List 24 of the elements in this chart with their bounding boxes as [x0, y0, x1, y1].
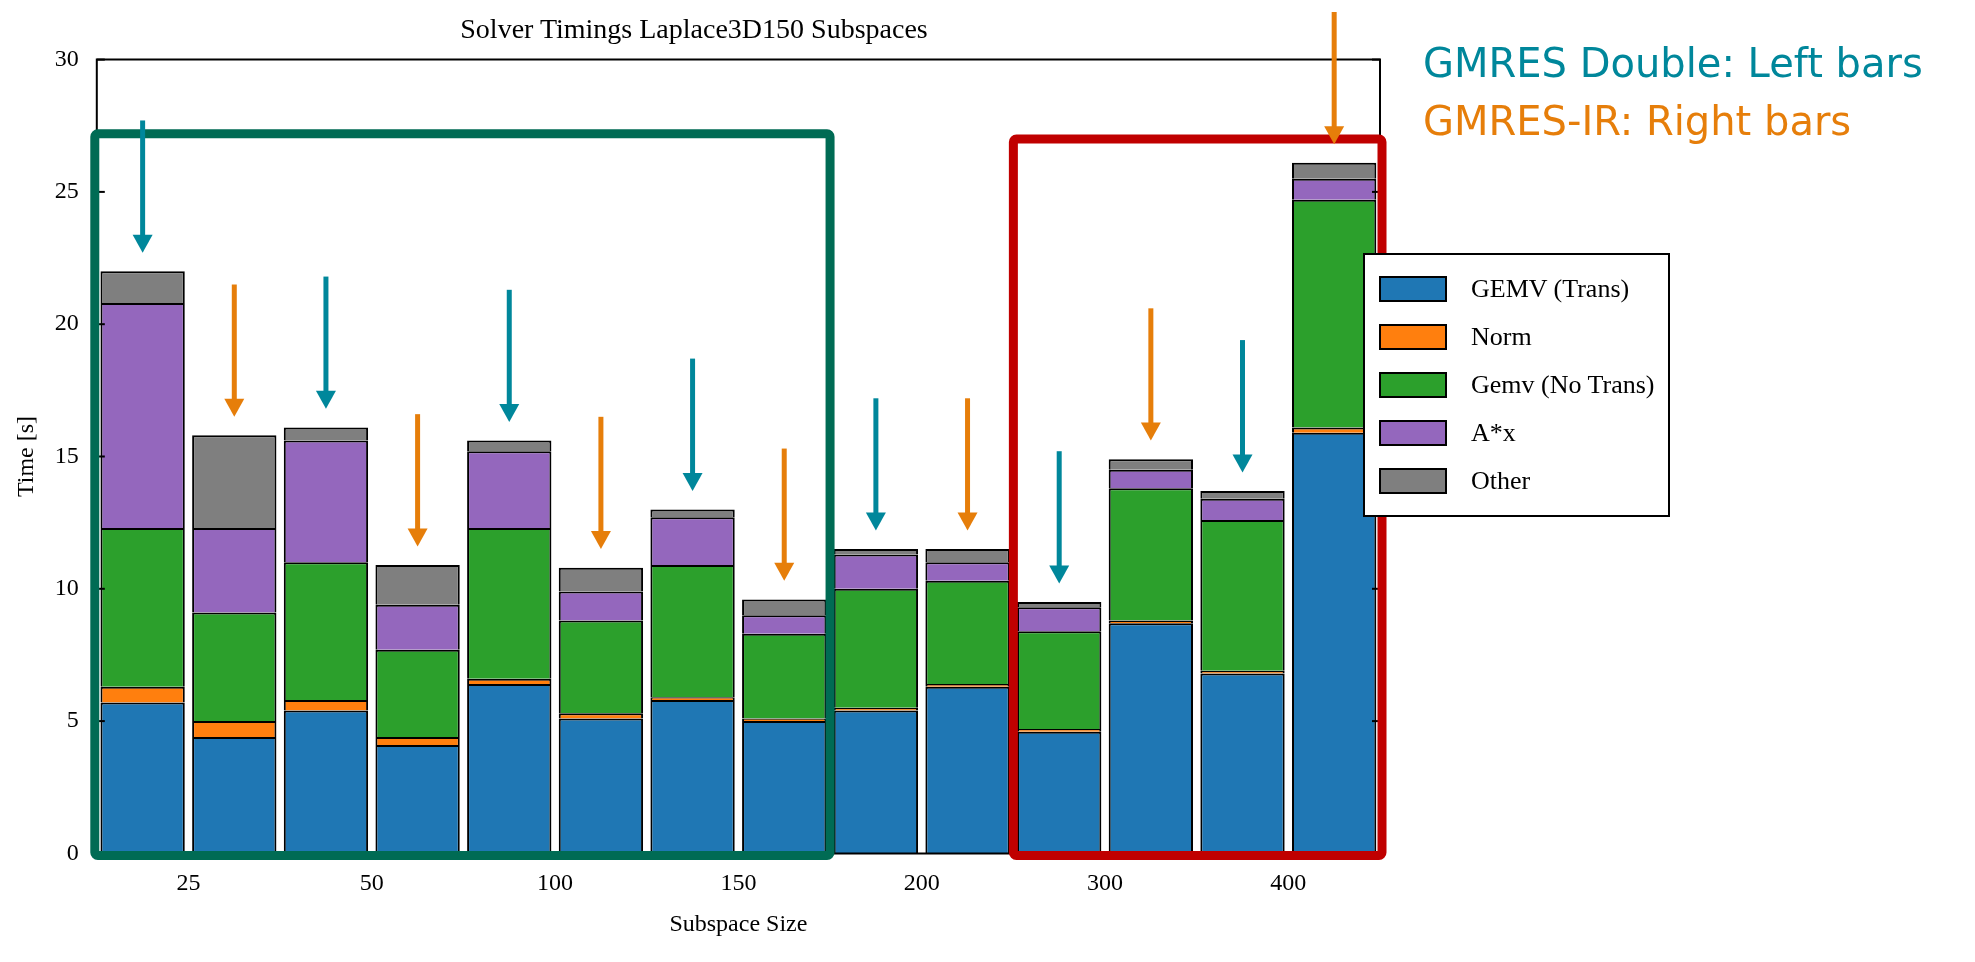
chart-title: Solver Timings Laplace3D150 Subspaces	[460, 13, 928, 45]
text: GMRES-IR: Right bars	[1423, 97, 1853, 146]
y-tick-label: 25	[54, 177, 79, 204]
y-tick-label: 5	[66, 706, 79, 733]
y-axis-title: Time [s]	[11, 415, 38, 498]
y-tick-label: 30	[54, 44, 79, 71]
y-tick-label: 0	[66, 838, 79, 865]
y-tick-label: 10	[54, 574, 79, 601]
legend-label: GEMV (Trans)	[1471, 274, 1630, 304]
legend-label: Other	[1471, 466, 1531, 496]
x-tick-label: 100	[537, 869, 574, 896]
x-tick-label: 25	[176, 869, 201, 896]
y-tick-label: 20	[54, 309, 79, 336]
legend-label: Gemv (No Trans)	[1471, 370, 1655, 400]
x-tick-label: 200	[903, 869, 940, 896]
x-axis-title: Subspace Size	[669, 909, 808, 936]
legend-label: Norm	[1471, 322, 1532, 352]
x-tick-label: 400	[1270, 869, 1307, 896]
text: GMRES Double: Left bars	[1423, 39, 1923, 88]
x-tick-label: 300	[1087, 869, 1124, 896]
y-tick-label: 15	[54, 441, 79, 468]
x-tick-label: 150	[720, 869, 757, 896]
x-tick-label: 50	[359, 869, 384, 896]
legend-label: A*x	[1471, 418, 1516, 448]
